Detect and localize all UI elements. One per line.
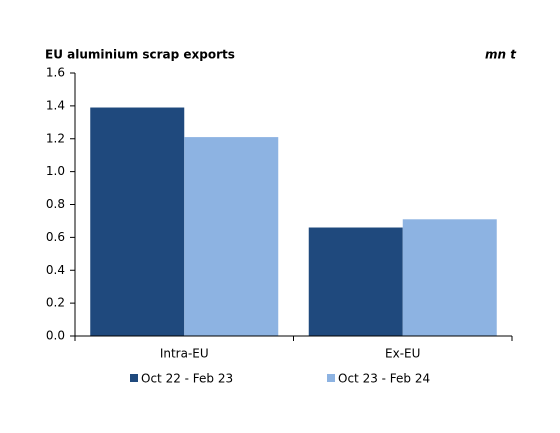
bar — [308, 227, 403, 336]
x-tick-label: Intra-EU — [160, 347, 209, 361]
legend-swatch — [327, 374, 335, 382]
legend-swatch — [130, 374, 138, 382]
chart-title: EU aluminium scrap exports — [45, 48, 235, 62]
y-tick-label: 1.4 — [46, 98, 65, 112]
bar — [90, 107, 185, 336]
y-tick-label: 0.2 — [46, 296, 65, 310]
bar — [184, 137, 279, 336]
y-tick-label: 0.0 — [46, 329, 65, 343]
bar — [402, 219, 497, 336]
y-tick-label: 1.0 — [46, 164, 65, 178]
y-tick-label: 1.6 — [46, 66, 65, 80]
y-tick-label: 0.6 — [46, 230, 65, 244]
x-tick-label: Ex-EU — [385, 347, 420, 361]
legend-label: Oct 23 - Feb 24 — [338, 372, 430, 386]
y-tick-label: 0.4 — [46, 263, 65, 277]
y-tick-label: 1.2 — [46, 131, 65, 145]
y-tick-label: 0.8 — [46, 197, 65, 211]
legend-label: Oct 22 - Feb 23 — [141, 372, 233, 386]
unit-label: mn t — [485, 48, 517, 62]
